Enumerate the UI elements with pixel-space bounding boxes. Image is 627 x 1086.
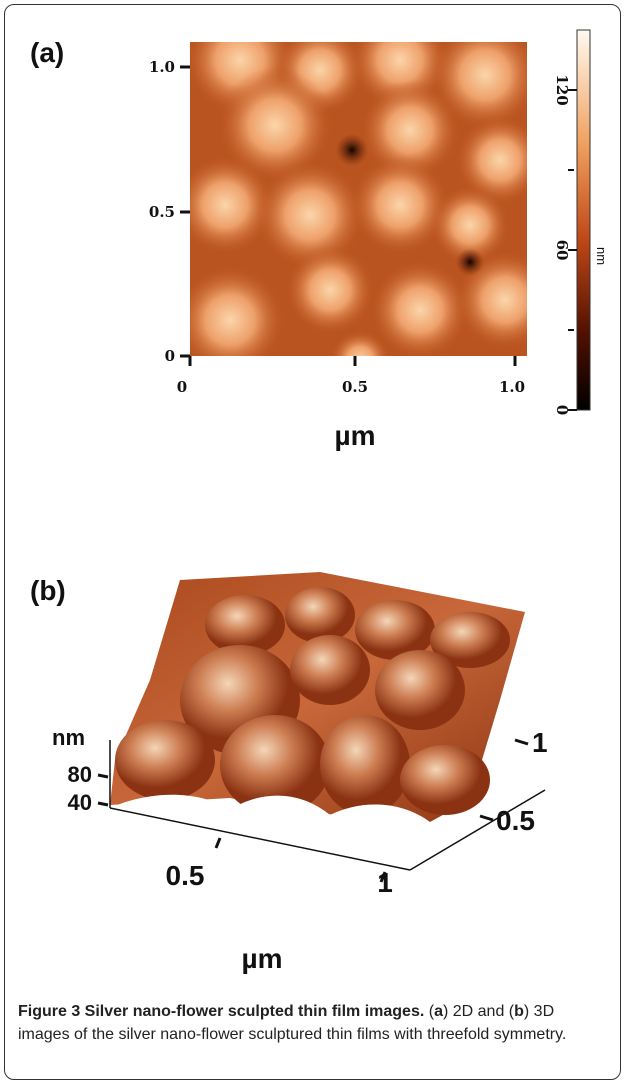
panel-label: (a) xyxy=(30,37,64,68)
y-tick-label: 0.5 xyxy=(496,805,535,836)
y-tick-label: 1.0 xyxy=(149,58,175,76)
caption-text: ) 2D and ( xyxy=(443,1003,514,1020)
caption: Figure 3 Silver nano-flower sculpted thi… xyxy=(18,1000,608,1046)
figure: (a) 1.0 0.5 0 0 0.5 1.0 µm 120 60 0 nm (… xyxy=(0,0,627,990)
page: (a) 1.0 0.5 0 0 0.5 1.0 µm 120 60 0 nm (… xyxy=(0,0,627,1086)
y-tick-label: 0.5 xyxy=(149,203,175,221)
x-tick-label: 0 xyxy=(177,378,187,396)
x-axis-label: µm xyxy=(241,943,282,974)
panel-label: (b) xyxy=(30,575,66,606)
colorbar xyxy=(577,30,590,410)
x-tick-label: 1.0 xyxy=(499,378,525,396)
colorbar-unit: nm xyxy=(594,247,609,265)
colorbar-tick-label: 0 xyxy=(553,405,571,415)
z-axis-label: nm xyxy=(52,725,85,750)
x-tick-label: 0.5 xyxy=(166,860,205,891)
z-tick-label: 40 xyxy=(68,790,92,815)
colorbar-tick-label: 120 xyxy=(553,74,571,105)
caption-text: b xyxy=(514,1003,524,1020)
colorbar-tick-label: 60 xyxy=(553,240,571,261)
caption-title: Figure 3 Silver nano-flower sculpted thi… xyxy=(18,1003,424,1020)
x-axis-label: µm xyxy=(334,420,375,451)
x-tick-label: 0.5 xyxy=(342,378,368,396)
caption-text: a xyxy=(434,1003,443,1020)
y-tick-label: 1 xyxy=(532,727,548,758)
y-tick-label: 0 xyxy=(165,347,175,365)
x-tick-label: 1 xyxy=(377,867,393,898)
afm-3d-surface xyxy=(110,572,525,870)
afm-2d-image xyxy=(175,5,555,390)
z-tick-label: 80 xyxy=(68,762,92,787)
